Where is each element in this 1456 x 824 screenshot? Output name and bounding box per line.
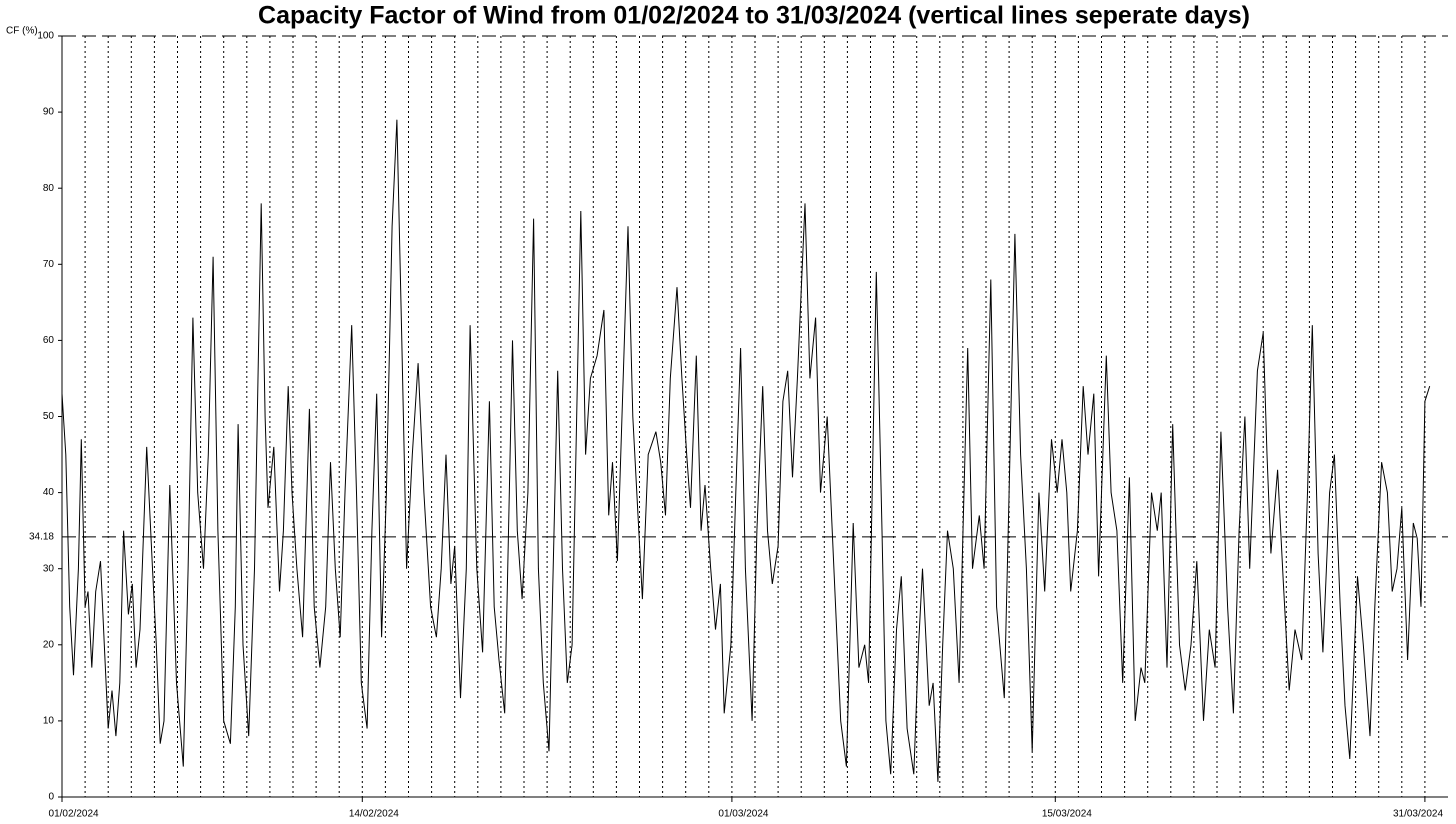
y-tick-label: 20 [43,639,55,650]
y-axis-label: CF (%) [6,26,38,37]
y-tick-label: 0 [48,792,54,803]
x-tick-label: 31/03/2024 [1393,809,1443,820]
y-tick-label: 50 [43,411,55,422]
y-tick-label: 100 [37,31,54,42]
y-tick-label: 60 [43,335,55,346]
y-tick-label: 40 [43,487,55,498]
y-tick-label: 70 [43,259,55,270]
x-tick-label: 15/03/2024 [1042,809,1092,820]
cf-line [61,119,1431,782]
x-tick-label: 14/02/2024 [349,809,399,820]
reference-label: 34.18 [29,532,54,543]
x-tick-label: 01/03/2024 [718,809,768,820]
y-tick-label: 10 [43,716,55,727]
chart-title: Capacity Factor of Wind from 01/02/2024 … [258,2,1250,30]
y-tick-label: 30 [43,563,55,574]
y-tick-label: 90 [43,107,55,118]
y-tick-label: 80 [43,183,55,194]
x-tick-label: 01/02/2024 [49,809,99,820]
